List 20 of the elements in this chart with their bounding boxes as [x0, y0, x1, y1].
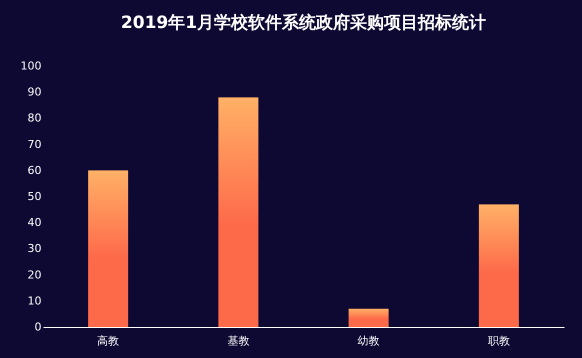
- y-tick-label: 0: [34, 320, 42, 334]
- y-tick-label: 60: [28, 164, 42, 177]
- chart-title: 2019年1月学校软件系统政府采购项目招标统计: [120, 13, 486, 33]
- y-tick-label: 50: [28, 190, 42, 203]
- bar: [88, 170, 128, 327]
- bar: [348, 308, 389, 327]
- x-tick-label: 幼教: [358, 334, 380, 348]
- y-tick-label: 20: [28, 268, 42, 282]
- y-tick-label: 10: [28, 294, 42, 308]
- bar: [218, 97, 258, 327]
- y-tick-label: 30: [28, 242, 42, 256]
- y-tick-label: 80: [28, 112, 42, 125]
- y-tick-label: 90: [28, 86, 42, 99]
- y-tick-label: 40: [28, 216, 42, 230]
- x-tick-label: 职教: [488, 334, 510, 348]
- x-tick-label: 高教: [97, 334, 120, 348]
- x-tick-label: 基教: [227, 334, 250, 348]
- bar: [478, 204, 519, 327]
- y-tick-label: 100: [20, 60, 42, 72]
- y-tick-label: 70: [28, 138, 42, 151]
